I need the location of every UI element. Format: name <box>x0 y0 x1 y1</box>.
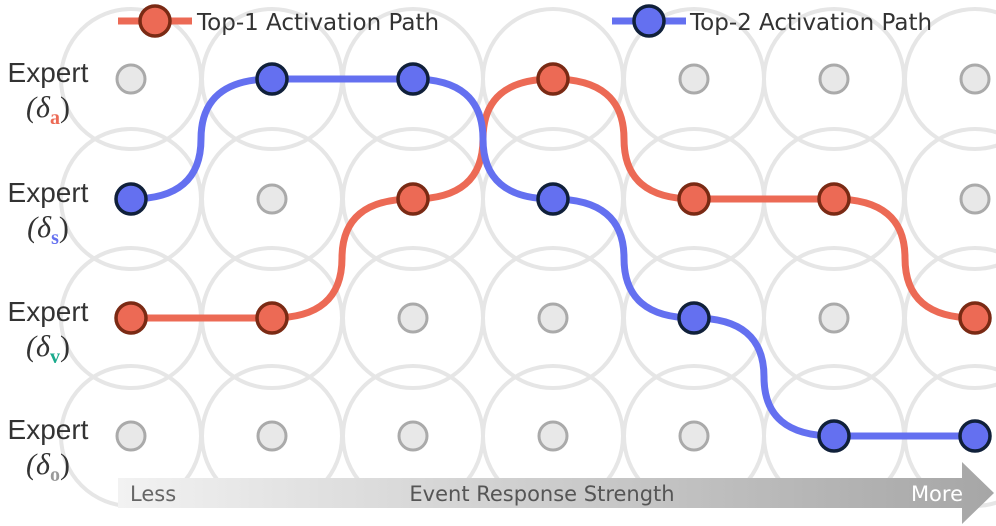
symbol-suffix: ) <box>60 91 70 124</box>
symbol-prefix: (δ <box>26 448 51 481</box>
symbol-suffix: ) <box>59 211 69 244</box>
top2-node <box>255 62 289 96</box>
expert-label: Expert <box>8 177 89 208</box>
expert-symbol: (δa) <box>26 91 70 129</box>
top1-node <box>396 182 430 216</box>
top2-node <box>677 301 711 335</box>
grid-ring <box>903 246 996 390</box>
top2-node <box>396 62 430 96</box>
active-nodes <box>114 62 992 453</box>
top2-node <box>817 419 851 453</box>
node <box>397 302 429 334</box>
expert-symbol: (δv) <box>26 330 70 368</box>
node <box>537 420 569 452</box>
axis-title: Event Response Strength <box>409 482 674 506</box>
symbol-prefix: (δ <box>27 211 52 244</box>
legend-marker <box>138 4 172 38</box>
top2-node <box>114 182 148 216</box>
node <box>818 302 850 334</box>
node <box>115 420 147 452</box>
symbol-prefix: (δ <box>26 330 51 363</box>
grid-ring <box>903 127 996 271</box>
node <box>959 63 991 95</box>
node <box>256 420 288 452</box>
node <box>678 420 710 452</box>
symbol-subscript: v <box>50 346 60 368</box>
legend-marker <box>632 4 666 38</box>
arrow <box>118 462 994 524</box>
node <box>959 183 991 215</box>
symbol-prefix: (δ <box>26 91 51 124</box>
expert-symbol: (δo) <box>26 448 70 486</box>
legend-label: Top-2 Activation Path <box>689 10 932 36</box>
expert-label: Expert <box>8 414 89 445</box>
node <box>397 420 429 452</box>
axis-arrow: Less Event Response Strength More <box>118 462 994 524</box>
node <box>537 302 569 334</box>
top2-node <box>536 182 570 216</box>
legend-label: Top-1 Activation Path <box>196 10 439 36</box>
grid-ring <box>903 7 996 151</box>
symbol-suffix: ) <box>60 330 70 363</box>
top1-node <box>536 62 570 96</box>
expert-label: Expert <box>8 296 89 327</box>
symbol-subscript: a <box>50 107 60 129</box>
background-grid <box>59 7 996 508</box>
node <box>256 183 288 215</box>
node <box>678 63 710 95</box>
node <box>115 63 147 95</box>
symbol-subscript: o <box>50 464 60 486</box>
symbol-subscript: s <box>51 227 59 249</box>
node <box>818 63 850 95</box>
top2-path <box>130 75 975 440</box>
expert-labels: Expert(δa)Expert(δs)Expert(δv)Expert(δo) <box>8 57 89 486</box>
top1-node <box>817 182 851 216</box>
axis-end: More <box>911 482 963 506</box>
axis-start: Less <box>130 482 176 506</box>
top1-node <box>255 301 289 335</box>
top1-node <box>958 301 992 335</box>
top2-node <box>958 419 992 453</box>
symbol-suffix: ) <box>60 448 70 481</box>
expert-symbol: (δs) <box>27 211 69 249</box>
expert-label: Expert <box>8 57 89 88</box>
top1-node <box>114 301 148 335</box>
inactive-nodes <box>115 63 991 452</box>
legend: Top-1 Activation Path Top-2 Activation P… <box>118 4 932 38</box>
top1-node <box>677 182 711 216</box>
